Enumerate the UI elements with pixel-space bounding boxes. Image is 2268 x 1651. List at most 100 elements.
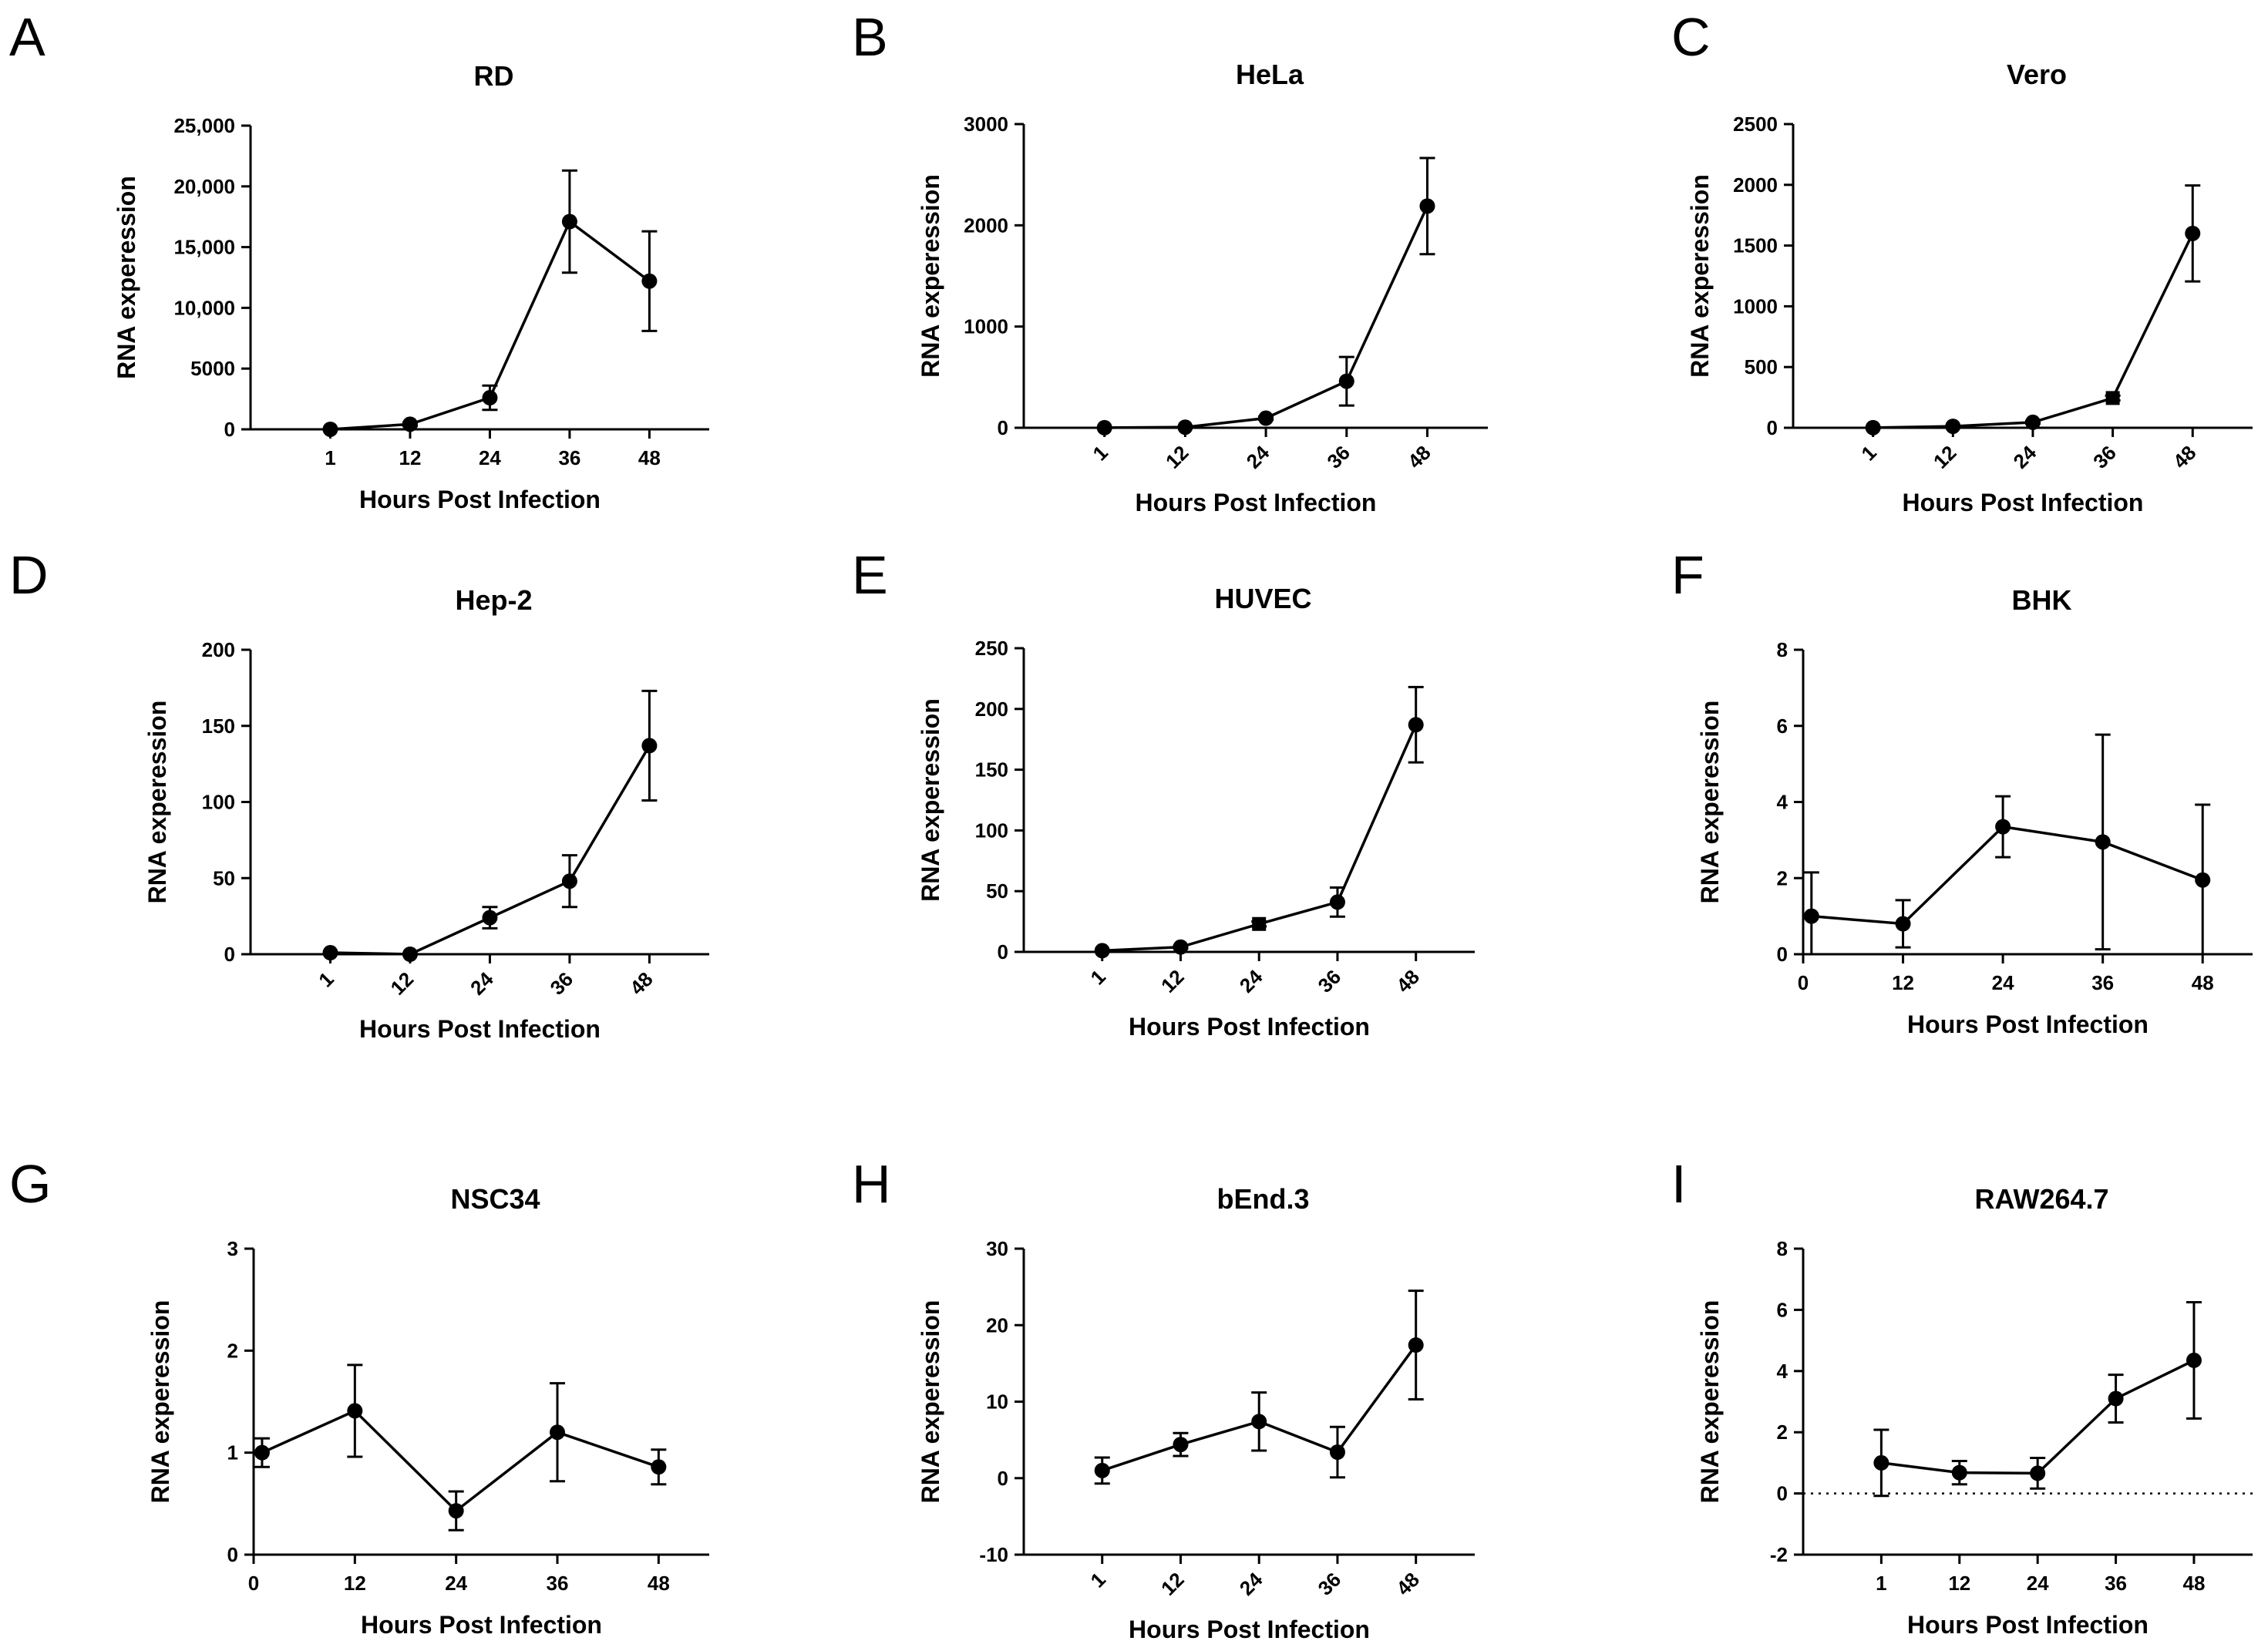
y-tick-label: 200 (202, 638, 235, 661)
chart-title: Vero (2007, 59, 2067, 90)
y-tick-label: 0 (224, 418, 235, 441)
data-point (1419, 198, 1435, 214)
data-point (2186, 1352, 2202, 1368)
chart-title: BHK (2012, 584, 2072, 616)
y-tick-label: 4 (1777, 791, 1788, 814)
x-tick-label: 1 (1876, 1572, 1886, 1595)
y-tick-label: 20,000 (173, 175, 235, 198)
series-line (1811, 825, 2203, 926)
y-tick-label: 250 (975, 637, 1008, 660)
y-axis-label: RNA experession (146, 1300, 174, 1504)
y-tick-label: -2 (1770, 1543, 1788, 1566)
y-tick-label: 6 (1777, 1298, 1788, 1321)
data-point (1873, 1454, 1889, 1471)
x-tick-label: 36 (1314, 965, 1346, 997)
data-point (561, 873, 577, 889)
x-tick-label: 48 (638, 446, 661, 469)
series-line (1102, 724, 1418, 953)
x-tick-label: 48 (1391, 1568, 1424, 1600)
x-tick-label: 12 (1892, 971, 1914, 994)
chart-title: HUVEC (1214, 583, 1311, 614)
y-axis-label: RNA experession (917, 698, 944, 902)
data-point (347, 1403, 363, 1419)
x-tick-label: 36 (558, 446, 580, 469)
x-tick-label: 12 (399, 446, 421, 469)
x-tick-label: 36 (545, 967, 577, 1000)
x-tick-label: 48 (2169, 441, 2201, 473)
x-tick-label: 24 (1235, 965, 1267, 997)
y-tick-label: 0 (1777, 1482, 1788, 1505)
chart-title: RAW264.7 (1974, 1183, 2108, 1215)
x-tick-label: 36 (2091, 971, 2114, 994)
data-point (1173, 1437, 1189, 1453)
data-point (641, 738, 658, 754)
series-line (1873, 233, 2194, 429)
x-tick-label: 48 (2192, 971, 2214, 994)
x-tick-label: 36 (1322, 441, 1354, 473)
y-tick-label: 0 (998, 416, 1008, 439)
panel-letter: I (1671, 1154, 1686, 1214)
y-tick-label: 8 (1777, 1237, 1788, 1260)
x-tick-label: 24 (1235, 1568, 1267, 1600)
x-tick-label: 0 (1798, 971, 1809, 994)
x-tick-label: 12 (1156, 1568, 1189, 1600)
data-point (2185, 225, 2201, 241)
data-point (1173, 939, 1189, 955)
x-tick-label: 24 (1242, 441, 1274, 473)
chart-title: HeLa (1236, 59, 1304, 90)
data-point (402, 416, 418, 432)
data-point (1329, 894, 1345, 910)
panel-letter: B (852, 7, 888, 67)
x-tick-label: 48 (1391, 965, 1424, 997)
x-tick-label: 36 (2105, 1572, 2127, 1595)
y-tick-label: 30 (986, 1237, 1008, 1260)
y-axis-label: RNA experession (143, 701, 171, 904)
data-point (1094, 943, 1110, 959)
x-axis-label: Hours Post Infection (1136, 489, 1377, 516)
y-axis-label: RNA experession (917, 174, 944, 378)
chart-panel-a: A RD 0 5000 10,000 15,000 20,000 25,000 1 12 24 36 4… (9, 7, 709, 513)
x-tick-label: 24 (2027, 1572, 2049, 1595)
y-tick-label: 100 (202, 791, 235, 814)
chart-panel-e: E HUVEC 0 50 100 150 200 250 1 12 24 36 48 Hours Post… (852, 545, 1475, 1041)
y-tick-label: 2 (1777, 866, 1788, 889)
y-tick-label: 25,000 (173, 114, 235, 137)
x-tick-label: 1 (1088, 441, 1112, 465)
y-tick-label: 150 (975, 758, 1008, 782)
x-tick-label: 48 (2182, 1572, 2205, 1595)
y-tick-label: 0 (227, 1543, 238, 1566)
y-tick-label: 0 (1777, 943, 1788, 966)
x-tick-label: 1 (1086, 1568, 1110, 1592)
x-tick-label: 24 (479, 446, 501, 469)
data-point (2030, 1465, 2046, 1481)
data-point (1895, 916, 1911, 932)
data-point (2105, 391, 2120, 405)
x-axis-label: Hours Post Infection (361, 1611, 602, 1639)
y-tick-label: 2000 (964, 214, 1008, 237)
x-axis-label: Hours Post Infection (359, 486, 601, 513)
y-tick-label: 150 (202, 715, 235, 738)
data-point (2195, 872, 2211, 888)
data-point (1803, 908, 1819, 924)
data-point (1094, 1462, 1110, 1478)
y-tick-label: 0 (1767, 416, 1778, 439)
x-tick-label: 24 (2009, 441, 2041, 473)
x-tick-label: 12 (1948, 1572, 1970, 1595)
y-tick-label: 3 (227, 1237, 238, 1260)
data-point (482, 390, 498, 406)
chart-title: NSC34 (450, 1183, 540, 1215)
data-point (2095, 834, 2111, 850)
x-tick-label: 12 (1929, 441, 1961, 473)
data-point (322, 421, 338, 437)
x-axis-label: Hours Post Infection (1907, 1010, 2149, 1038)
x-tick-label: 24 (445, 1572, 467, 1595)
data-point (2108, 1390, 2124, 1407)
data-point (1408, 717, 1424, 733)
data-point (402, 947, 418, 962)
series-line (1881, 1359, 2195, 1475)
chart-panel-b: B HeLa 0 1000 2000 3000 1 12 24 36 48 Hours Post In… (852, 7, 1488, 516)
x-axis-label: Hours Post Infection (359, 1015, 601, 1043)
series-line (1104, 205, 1429, 429)
